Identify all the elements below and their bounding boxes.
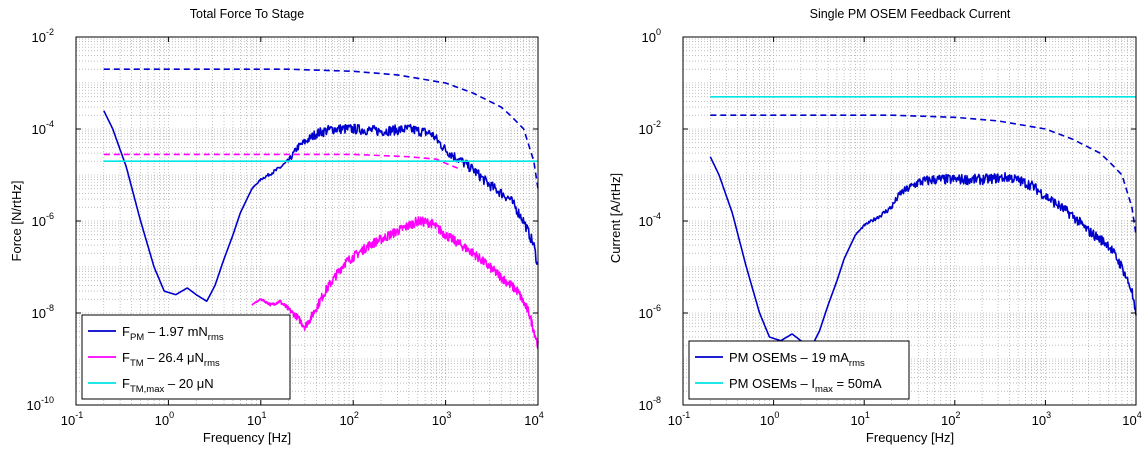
- x-tick-label: 101: [247, 410, 266, 428]
- plot-area-0: 10-1 100 101 102 103 104 10-10 10-8 10-6 10-4 10-2…: [27, 27, 544, 428]
- y-tick-label: 10-4: [639, 211, 661, 229]
- y-tick-label: 10-8: [32, 303, 54, 321]
- y-tick-label: 10-2: [639, 119, 661, 137]
- y-axis-label: Force [N/rtHz]: [9, 181, 24, 262]
- series-line-0: [709, 156, 1137, 348]
- x-tick-label: 103: [432, 410, 451, 428]
- y-tick-label: 100: [642, 27, 661, 45]
- series-line-2: [103, 153, 463, 171]
- x-tick-label: 101: [850, 410, 869, 428]
- x-tick-label: 10-1: [668, 410, 690, 428]
- legend-box: [81, 314, 291, 400]
- x-tick-label: 102: [339, 410, 358, 428]
- y-axis-label: Current [A/rtHz]: [608, 173, 623, 263]
- series-line-4: [251, 216, 539, 349]
- chart-title: Total Force To Stage: [190, 7, 304, 21]
- legend-label: FPM – 1.97 mNrms: [122, 324, 224, 343]
- legend-label: FTM – 26.4 μNrms: [122, 350, 220, 369]
- x-tick-label: 103: [1032, 410, 1051, 428]
- x-tick-label: 104: [1122, 410, 1141, 428]
- x-tick-label: 100: [155, 410, 174, 428]
- chart-right: Single PM OSEM Feedback Current Frequenc…: [608, 7, 1011, 445]
- x-tick-label: 10-1: [61, 410, 83, 428]
- x-axis-label: Frequency [Hz]: [866, 430, 954, 445]
- x-tick-label: 102: [941, 410, 960, 428]
- plot-area-1: 10-1 100 101 102 103 104 10-8 10-6 10-4 10-2 100 PM…: [639, 27, 1142, 428]
- series-line-1: [710, 114, 1137, 235]
- legend-label: PM OSEMs – 19 mArms: [729, 350, 865, 369]
- y-tick-label: 10-8: [639, 395, 661, 413]
- series-line-1: [103, 68, 539, 189]
- y-tick-label: 10-4: [32, 119, 54, 137]
- y-tick-label: 10-10: [27, 395, 54, 413]
- chart-title: Single PM OSEM Feedback Current: [810, 7, 1011, 21]
- x-tick-label: 104: [524, 410, 543, 428]
- y-tick-label: 10-6: [32, 211, 54, 229]
- y-tick-label: 10-2: [32, 27, 54, 45]
- legend-label: PM OSEMs – Imax = 50mA: [729, 376, 882, 395]
- x-tick-label: 100: [760, 410, 779, 428]
- y-tick-label: 10-6: [639, 303, 661, 321]
- legend: PM OSEMs – 19 mArms PM OSEMs – Imax = 50m…: [688, 340, 910, 400]
- chart-left: Total Force To Stage Frequency [Hz] Forc…: [9, 7, 304, 445]
- x-axis-label: Frequency [Hz]: [203, 430, 291, 445]
- legend-box: [688, 340, 910, 400]
